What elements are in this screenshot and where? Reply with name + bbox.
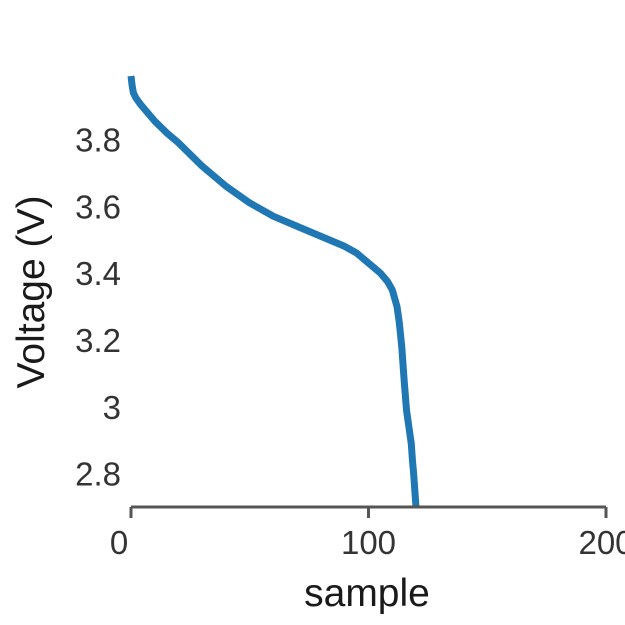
y-axis: 2.8 3 3.2 3.4 3.6 3.8 [75,121,121,492]
x-tick-label: 200 [578,524,625,561]
y-tick-label: 3.8 [75,121,121,158]
y-tick-label: 2.8 [75,456,121,493]
series-line [127,75,420,508]
y-tick-label: 3.6 [75,188,121,225]
y-tick-label: 3.2 [75,322,121,359]
plot-area [127,75,420,508]
x-axis: 0 100 200 [110,505,625,561]
y-tick-label: 3.4 [75,255,121,292]
x-axis-title: sample [304,572,430,615]
x-tick-label: 100 [341,524,396,561]
y-axis-title: Voltage (V) [10,196,53,389]
x-tick-label: 0 [110,524,128,561]
y-tick-label: 3 [103,389,121,426]
